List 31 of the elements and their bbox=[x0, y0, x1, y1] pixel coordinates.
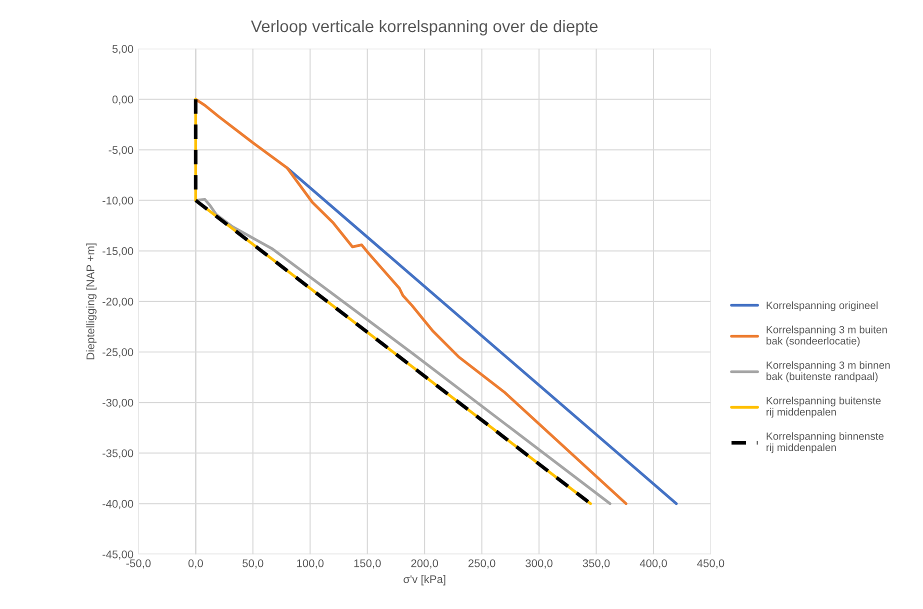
x-tick-label: 200,0 bbox=[411, 559, 438, 569]
y-axis-title: Dieptelligging [NAP +m] bbox=[86, 244, 97, 360]
line-series bbox=[194, 198, 612, 506]
x-tick-label: 250,0 bbox=[468, 559, 496, 569]
y-tick-label: 5,00 bbox=[112, 44, 134, 54]
legend-label: Korrelspanning binnenste rij middenpalen bbox=[766, 432, 884, 454]
y-tick-label: -20,00 bbox=[102, 298, 134, 307]
x-tick-label: 450,0 bbox=[697, 559, 724, 569]
x-tick-label: -50,0 bbox=[126, 559, 151, 569]
x-tick-label: 400,0 bbox=[640, 559, 667, 569]
y-tick-label: -30,00 bbox=[102, 398, 134, 408]
y-tick-label: 0,00 bbox=[112, 96, 134, 105]
legend-label: Korrelspanning 3 m buiten bak (sondeerlocatie) bbox=[766, 326, 887, 347]
x-tick-label: 300,0 bbox=[526, 559, 552, 569]
y-tick-label: -10,00 bbox=[102, 196, 134, 206]
legend-label: Korrelspanning buitenste rij middenpalen bbox=[766, 396, 881, 418]
y-tick-label: -40,00 bbox=[102, 500, 134, 510]
y-tick-label: -15,00 bbox=[102, 247, 134, 256]
x-axis-title: σ'v [kPa] bbox=[404, 574, 446, 586]
chart-title: Verloop verticale korrelspanning over de diepte bbox=[250, 20, 598, 36]
y-tick-label: -45,00 bbox=[102, 550, 134, 560]
legend-label: Korrelspanning 3 m binnen bak (buitenste randpaal) bbox=[766, 361, 890, 382]
x-tick-label: 0,0 bbox=[188, 559, 203, 569]
y-tick-label: -5,00 bbox=[108, 146, 134, 156]
legend-label: Korrelspanning origineel bbox=[766, 301, 878, 312]
y-tick-label: -25,00 bbox=[102, 348, 134, 358]
x-tick-label: 100,0 bbox=[297, 559, 324, 569]
y-tick-label: -35,00 bbox=[102, 449, 134, 459]
x-tick-label: 50,0 bbox=[242, 559, 264, 569]
x-tick-label: 150,0 bbox=[354, 559, 381, 569]
x-tick-label: 350,0 bbox=[582, 559, 610, 569]
